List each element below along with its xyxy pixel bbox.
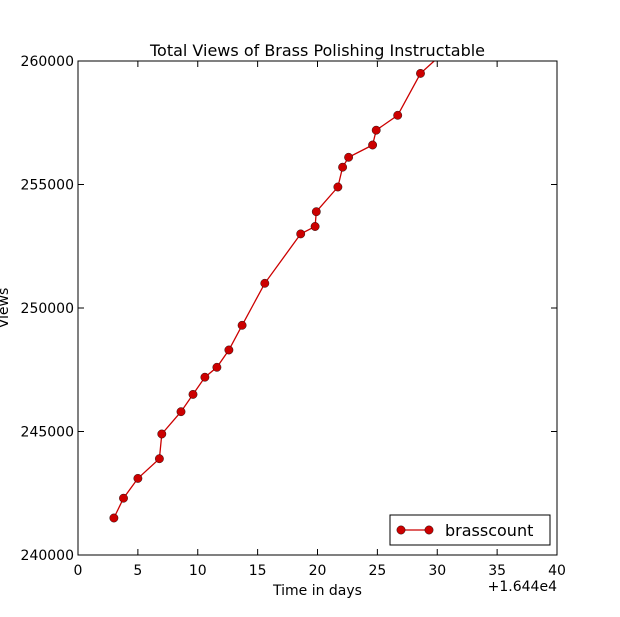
legend-label: brasscount: [445, 521, 533, 540]
y-tick-label: 255000: [21, 178, 74, 194]
data-point: [310, 222, 320, 231]
x-axis-label: Time in days: [272, 583, 362, 599]
data-point: [237, 320, 247, 330]
data-point: [212, 362, 222, 372]
data-point: [393, 110, 403, 120]
x-tick-label: 35: [488, 563, 506, 579]
legend-marker: [396, 525, 406, 535]
y-tick-label: 260000: [21, 54, 74, 70]
data-point: [119, 493, 128, 503]
data-point: [338, 162, 347, 172]
x-axis-offset-label: +1.644e4: [488, 579, 557, 595]
data-point: [333, 182, 343, 192]
legend: brasscount: [389, 514, 551, 546]
chart-title: Total Views of Brass Polishing Instructa…: [149, 41, 485, 60]
legend-marker: [424, 525, 434, 535]
data-point: [296, 229, 306, 239]
y-tick-label: 250000: [21, 301, 74, 317]
data-point: [200, 372, 210, 382]
data-point: [109, 513, 119, 523]
axis-ticks: 0 5 10 15 20 25 30 35 40 240000 245000 250000 255000…: [21, 54, 566, 579]
data-point: [368, 140, 377, 150]
y-axis-label: Views: [0, 288, 12, 329]
data-point: [344, 152, 353, 162]
x-tick-label: 10: [189, 563, 207, 579]
x-tick-label: 25: [368, 563, 386, 579]
data-point: [260, 278, 270, 288]
data-point: [188, 389, 198, 399]
plot-area: [77, 60, 558, 556]
data-point: [176, 407, 186, 417]
data-point: [371, 125, 381, 135]
x-tick-label: 0: [74, 563, 83, 579]
x-tick-label: 20: [309, 563, 327, 579]
data-point: [416, 69, 425, 78]
data-point: [311, 207, 321, 217]
x-tick-label: 5: [133, 563, 142, 579]
data-point: [154, 454, 164, 464]
x-tick-label: 30: [428, 563, 446, 579]
x-tick-label: 15: [249, 563, 267, 579]
data-point: [224, 345, 234, 355]
y-tick-label: 245000: [21, 425, 74, 441]
data-point: [133, 473, 143, 483]
x-tick-label: 40: [548, 563, 566, 579]
series-line: [113, 61, 436, 519]
y-tick-label: 240000: [21, 548, 74, 564]
data-point: [157, 429, 167, 439]
